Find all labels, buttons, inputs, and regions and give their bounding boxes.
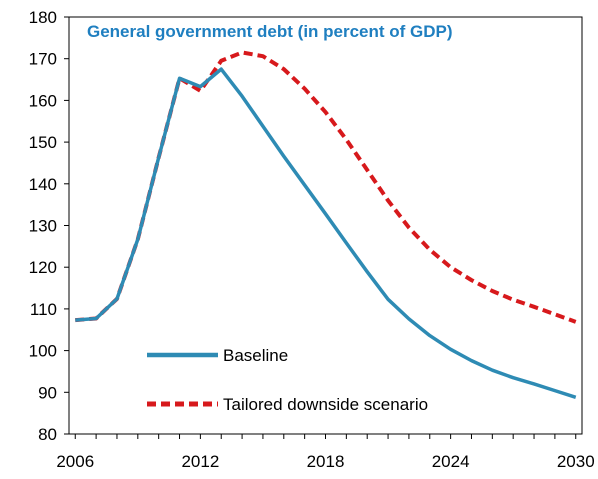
y-tick-label: 120 — [29, 258, 57, 277]
axes: 80 90 100 110 120 130 140 150 160 170 180 2006 2012 2… — [29, 8, 595, 471]
legend: Baseline Tailored downside scenario — [147, 346, 428, 414]
legend-label: Tailored downside scenario — [223, 395, 428, 414]
x-tick-label: 2030 — [557, 452, 595, 471]
y-tick-label: 110 — [30, 300, 57, 319]
x-tick-label: 2018 — [307, 452, 345, 471]
x-tick-label: 2024 — [432, 452, 470, 471]
x-tick-label: 2012 — [181, 452, 219, 471]
y-tick-label: 100 — [29, 342, 57, 361]
y-tick-label: 90 — [38, 383, 57, 402]
legend-label: Baseline — [223, 346, 288, 365]
y-tick-label: 160 — [29, 91, 57, 110]
y-tick-label: 150 — [29, 133, 57, 152]
y-tick-label: 140 — [29, 175, 57, 194]
x-tick-label: 2006 — [56, 452, 94, 471]
y-tick-label: 80 — [38, 425, 57, 444]
y-tick-label: 180 — [29, 8, 57, 27]
chart-title: General government debt (in percent of G… — [87, 22, 453, 41]
series-layer — [75, 50, 577, 399]
plot-frame — [68, 16, 583, 435]
y-tick-label: 170 — [29, 50, 57, 69]
series-line-baseline — [75, 67, 577, 399]
y-tick-label: 130 — [29, 217, 57, 236]
